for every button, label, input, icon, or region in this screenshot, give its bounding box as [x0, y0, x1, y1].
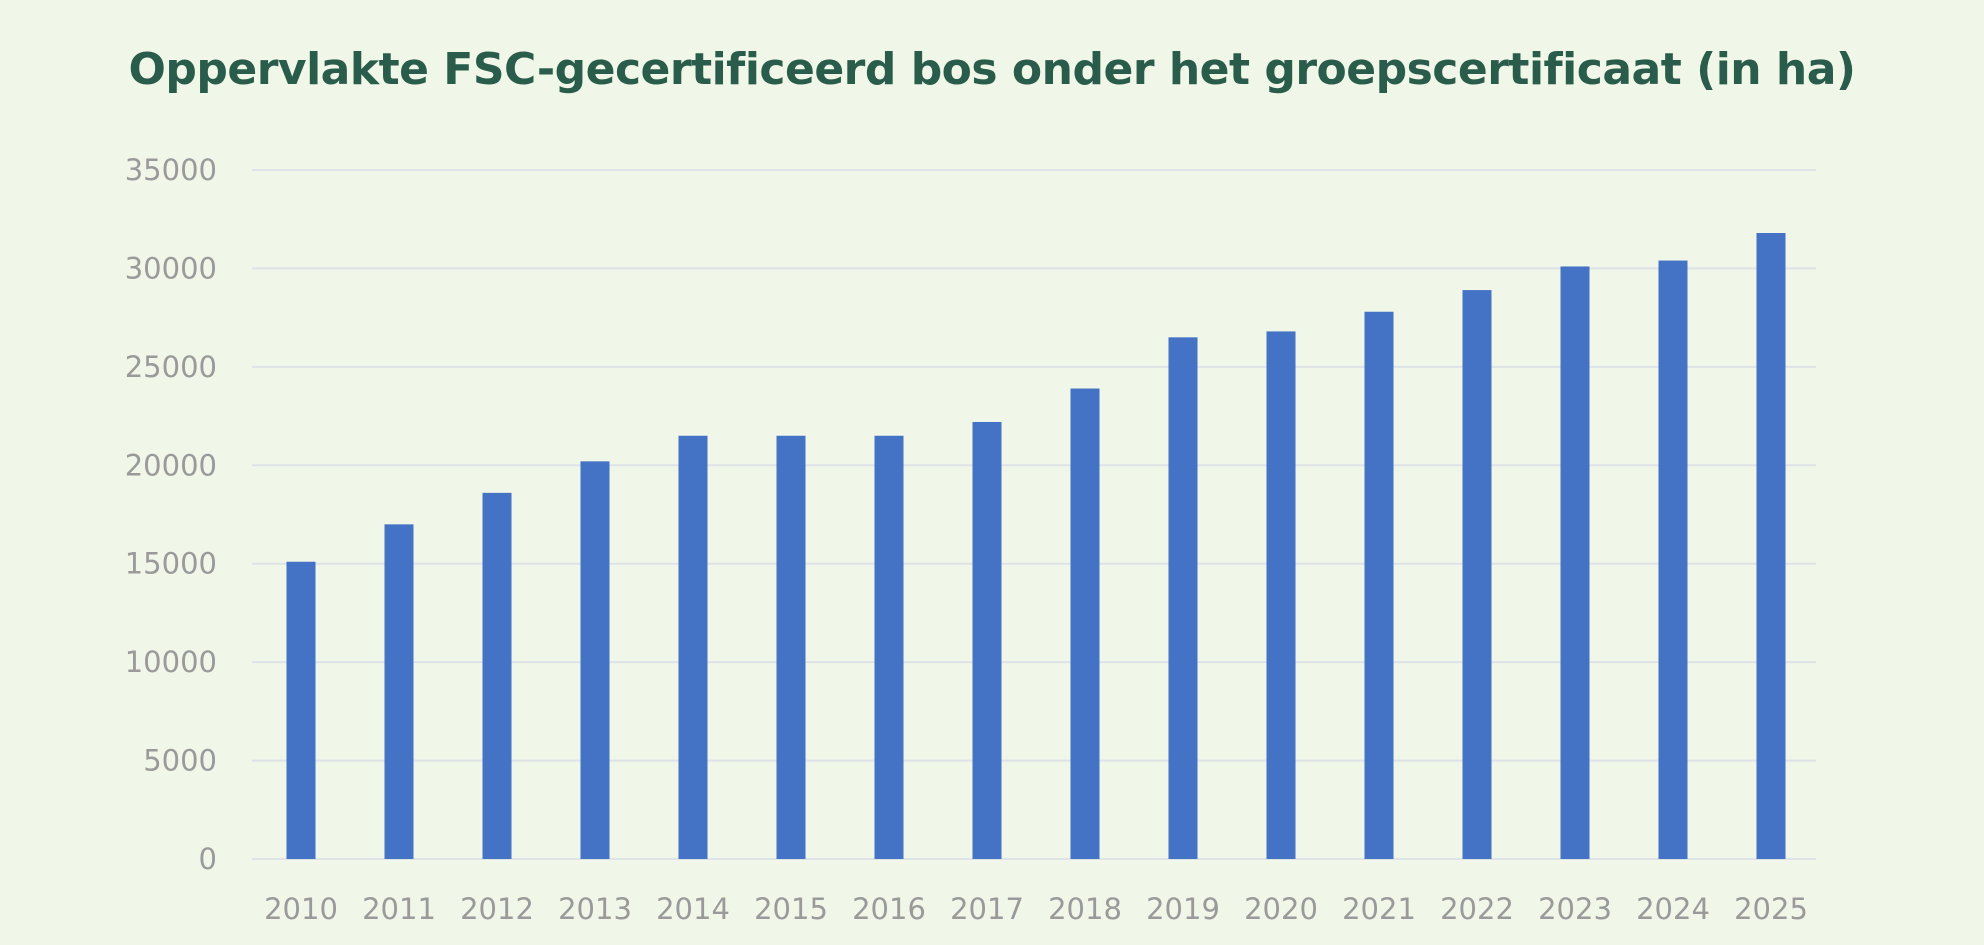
y-tick-label: 15000 — [125, 547, 217, 581]
bar-2018 — [1070, 388, 1100, 859]
grid-lines — [252, 169, 1816, 860]
y-tick-label: 20000 — [125, 448, 217, 482]
x-axis-ticks: 2010 2011 2012 2013 2014 2015 2016 2017 2018 2019… — [264, 892, 1808, 926]
y-tick-label: 25000 — [125, 350, 217, 384]
bar-2016 — [874, 435, 904, 859]
x-tick-label: 2018 — [1048, 892, 1122, 926]
y-axis-ticks: 0 5000 10000 15000 20000 25000 30000 35000 — [125, 153, 217, 876]
x-tick-label: 2017 — [950, 892, 1024, 926]
x-tick-label: 2011 — [362, 892, 436, 926]
bar-2022 — [1462, 290, 1492, 859]
x-tick-label: 2022 — [1440, 892, 1514, 926]
y-tick-label: 35000 — [125, 153, 217, 187]
bar-2021 — [1364, 311, 1394, 859]
bar-2015 — [776, 435, 806, 859]
y-tick-label: 0 — [199, 842, 217, 876]
x-tick-label: 2012 — [460, 892, 534, 926]
bar-2011 — [384, 524, 414, 859]
bars — [286, 232, 1786, 860]
x-tick-label: 2025 — [1734, 892, 1808, 926]
x-tick-label: 2015 — [754, 892, 828, 926]
y-tick-label: 30000 — [125, 251, 217, 285]
bar-2010 — [286, 561, 316, 859]
bar-2023 — [1560, 266, 1590, 860]
chart-title: Oppervlakte FSC-gecertificeerd bos onder… — [128, 44, 1856, 95]
bar-2024 — [1658, 260, 1688, 859]
x-tick-label: 2016 — [852, 892, 926, 926]
y-tick-label: 5000 — [143, 744, 217, 778]
x-tick-label: 2014 — [656, 892, 730, 926]
bar-2017 — [972, 421, 1002, 859]
bar-2019 — [1168, 337, 1198, 859]
bar-2014 — [678, 435, 708, 859]
bar-2020 — [1266, 331, 1296, 859]
bar-2013 — [580, 461, 610, 859]
x-tick-label: 2023 — [1538, 892, 1612, 926]
x-tick-label: 2020 — [1244, 892, 1318, 926]
x-tick-label: 2021 — [1342, 892, 1416, 926]
y-tick-label: 10000 — [125, 645, 217, 679]
bar-2025 — [1756, 232, 1786, 860]
x-tick-label: 2019 — [1146, 892, 1220, 926]
x-tick-label: 2013 — [558, 892, 632, 926]
bar-2012 — [482, 492, 512, 859]
x-tick-label: 2024 — [1636, 892, 1710, 926]
x-tick-label: 2010 — [264, 892, 338, 926]
